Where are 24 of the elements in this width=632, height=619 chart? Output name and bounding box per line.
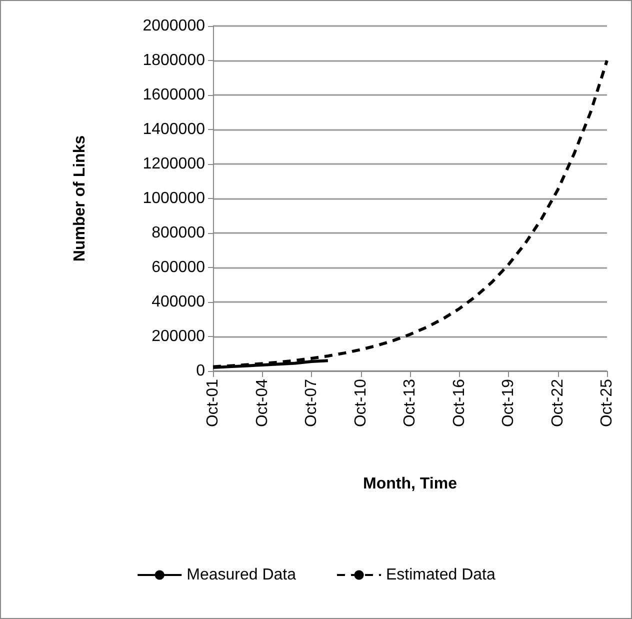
x-tick-label: Oct-16 bbox=[450, 378, 468, 428]
y-tick-label: 800000 bbox=[152, 224, 206, 242]
x-axis-title: Month, Time bbox=[363, 476, 458, 492]
y-tick-label: 1000000 bbox=[142, 190, 206, 207]
x-tick-label: Oct-01 bbox=[204, 378, 222, 428]
y-tick-label: 1400000 bbox=[142, 121, 206, 138]
y-tick-label: 1800000 bbox=[142, 52, 206, 69]
y-axis-title: Number of Links bbox=[72, 135, 88, 262]
y-tick-label: 0 bbox=[196, 362, 206, 380]
y-tick-label: 400000 bbox=[152, 294, 206, 310]
legend-label: Measured Data bbox=[186, 566, 296, 584]
x-tick-label: Oct-04 bbox=[254, 378, 271, 428]
x-tick-label: Oct-22 bbox=[549, 378, 566, 428]
x-tick-label: Oct-07 bbox=[303, 378, 320, 428]
y-tick-label: 2000000 bbox=[142, 18, 206, 34]
x-tick-label: Oct-13 bbox=[402, 378, 418, 428]
y-tick-label: 200000 bbox=[152, 328, 206, 345]
y-tick-label: 600000 bbox=[152, 259, 206, 276]
x-tick-label: Oct-19 bbox=[500, 378, 517, 428]
legend-label: Estimated Data bbox=[386, 566, 496, 584]
x-tick-label: Oct-10 bbox=[352, 378, 370, 428]
y-tick-label: 1200000 bbox=[142, 156, 206, 172]
x-tick-label: Oct-25 bbox=[598, 378, 616, 428]
y-tick-label: 1600000 bbox=[142, 86, 206, 104]
